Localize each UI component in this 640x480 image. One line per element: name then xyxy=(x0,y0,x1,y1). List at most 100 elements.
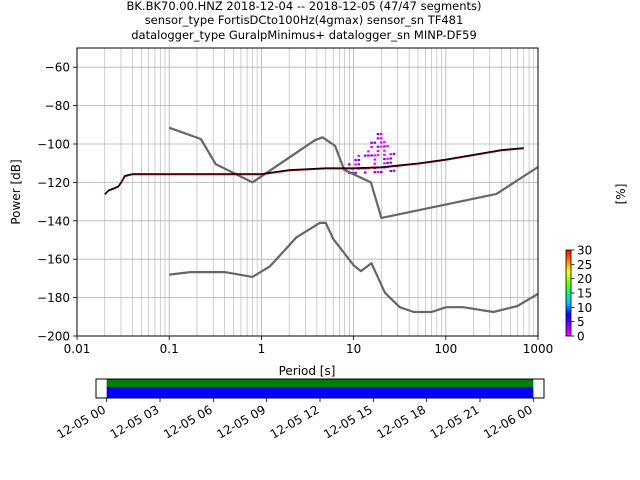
mean-psd-line xyxy=(104,147,524,195)
x-tick-label: 10 xyxy=(346,342,361,356)
psd-cell xyxy=(383,149,386,152)
colorbar-tick-label: 5 xyxy=(577,315,585,329)
x-axis-ticks: 0.01 0.1 1 10 100 1000 xyxy=(64,336,554,356)
psd-cell xyxy=(392,169,396,172)
psd-cell xyxy=(357,154,361,157)
x-tick-label: 100 xyxy=(434,342,457,356)
y-tick-label: −180 xyxy=(37,291,70,305)
title-line-2: sensor_type FortisDCto100Hz(4gmax) senso… xyxy=(145,13,464,27)
coverage-data-bar xyxy=(106,387,534,398)
psd-cell xyxy=(376,145,380,148)
psd-cell xyxy=(373,162,377,165)
grid xyxy=(77,48,538,336)
title-line-3: datalogger_type GuralpMinimus+ datalogge… xyxy=(131,28,477,42)
x-axis-label: Period [s] xyxy=(279,364,336,378)
coverage-tick-label: 12-05 15 xyxy=(321,402,375,441)
low-noise-model-line xyxy=(169,221,539,314)
psd-cell xyxy=(386,145,389,148)
psd-cell xyxy=(386,161,389,164)
psd-cell xyxy=(376,133,380,136)
psd-cell xyxy=(354,159,357,162)
psd-cell xyxy=(389,157,393,160)
psd-cell xyxy=(363,154,367,157)
coverage-plot: 12-05 00 12-05 03 12-05 06 12-05 09 12-05 12… xyxy=(54,378,545,442)
psd-cell xyxy=(373,171,377,174)
y-tick-label: −80 xyxy=(45,99,70,113)
psd-cell xyxy=(376,149,380,152)
psd-cell xyxy=(370,141,373,144)
colorbar-tick-label: 25 xyxy=(577,258,592,272)
ppsd-plot: 0.01 0.1 1 10 100 1000 −60 −80 −100 −120 −140 −160… xyxy=(9,47,554,378)
y-tick-label: −100 xyxy=(37,138,70,152)
coverage-gap-bar xyxy=(106,379,534,387)
psd-cell xyxy=(357,163,361,166)
x-tick-label: 0.1 xyxy=(160,342,179,356)
psd-cell xyxy=(389,153,393,156)
x-tick-label: 1000 xyxy=(523,342,554,356)
psd-cell xyxy=(392,152,396,155)
psd-cell xyxy=(373,158,377,161)
psd-cell xyxy=(379,145,383,148)
x-tick-label: 1 xyxy=(258,342,266,356)
psd-cell xyxy=(383,145,386,148)
psd-cell xyxy=(363,171,367,174)
psd-cell xyxy=(379,137,383,140)
ppsd-plot-background xyxy=(77,48,538,336)
psd-cell xyxy=(389,161,393,164)
coverage-tick-label: 12-05 00 xyxy=(54,402,108,441)
x-tick-label: 0.01 xyxy=(64,342,91,356)
colorbar-tick-label: 20 xyxy=(577,272,592,286)
psd-cell xyxy=(354,163,357,166)
y-tick-label: −200 xyxy=(37,330,70,344)
coverage-time-ticks: 12-05 00 12-05 03 12-05 06 12-05 09 12-05 12… xyxy=(54,398,535,442)
noise-models xyxy=(168,126,539,314)
psd-cell xyxy=(379,132,383,135)
psd-cell xyxy=(376,171,380,174)
y-tick-label: −160 xyxy=(37,253,70,267)
coverage-tick-label: 12-05 21 xyxy=(428,402,482,441)
y-axis-ticks: −60 −80 −100 −120 −140 −160 −180 −200 xyxy=(37,61,77,344)
psd-cell xyxy=(383,162,386,165)
coverage-tick-label: 12-05 09 xyxy=(214,402,268,441)
psd-cell xyxy=(386,157,389,160)
colorbar-tick-label: 30 xyxy=(577,244,592,258)
title-line-1: BK.BK70.00.HNZ 2018-12-04 -- 2018-12-05 … xyxy=(126,0,481,13)
psd-cell xyxy=(383,158,386,161)
coverage-tick-label: 12-05 12 xyxy=(268,402,322,441)
colorbar-tick-label: 10 xyxy=(577,301,592,315)
colorbar-label: [%] xyxy=(614,184,628,205)
y-tick-label: −140 xyxy=(37,214,70,228)
ppsd-plot-frame xyxy=(76,47,539,337)
colorbar-tick-label: 0 xyxy=(577,330,585,344)
psd-cell xyxy=(389,170,393,173)
colorbar-tick-label: 15 xyxy=(577,287,592,301)
y-tick-label: −120 xyxy=(37,176,70,190)
psd-cell xyxy=(354,171,357,174)
psd-cell xyxy=(373,154,377,157)
psd-cell xyxy=(357,159,361,162)
psd-cell xyxy=(376,137,380,140)
coverage-tick-label: 12-05 06 xyxy=(161,402,215,441)
psd-cell xyxy=(370,145,373,148)
coverage-tick-label: 12-05 18 xyxy=(374,402,428,441)
psd-curves xyxy=(104,147,524,196)
colorbar-gradient xyxy=(565,249,572,337)
psd-cell xyxy=(347,163,351,166)
psd-cell xyxy=(370,154,373,157)
psd-cell xyxy=(373,141,377,144)
psd-cell xyxy=(367,154,370,157)
psd-cell xyxy=(379,170,383,173)
psd-cell xyxy=(379,141,383,144)
high-noise-model-line xyxy=(168,126,539,219)
y-axis-label: Power [dB] xyxy=(9,159,23,224)
psd-cell xyxy=(383,141,386,144)
psd-cell xyxy=(376,154,380,157)
coverage-tick-label: 12-06 00 xyxy=(481,402,535,441)
psd-cell xyxy=(367,150,370,153)
figure-title: BK.BK70.00.HNZ 2018-12-04 -- 2018-12-05 … xyxy=(126,0,481,42)
coverage-tick-label: 12-05 03 xyxy=(108,402,162,441)
y-tick-label: −60 xyxy=(45,61,70,75)
